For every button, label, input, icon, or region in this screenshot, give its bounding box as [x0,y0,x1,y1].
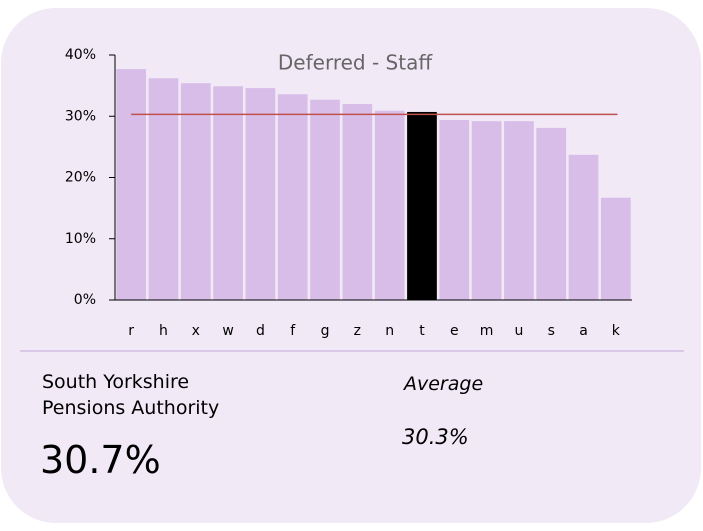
bar [277,94,308,300]
entity-value: 30.7% [40,438,161,482]
x-tick-label: g [321,323,330,339]
bar [568,154,599,300]
x-tick-label: w [222,323,233,339]
x-tick-label: t [419,323,425,339]
x-tick-label: n [385,323,394,339]
x-tick-label: z [354,323,361,339]
bar [180,83,211,300]
x-tick-label: x [192,323,200,339]
y-tick-label: 10% [65,231,96,247]
bar [407,111,437,301]
bar [536,127,567,300]
y-tick-label: 30% [65,108,96,124]
bar [213,86,243,300]
bar [310,99,340,301]
bar [116,69,147,301]
entity-name: South Yorkshire Pensions Authority [42,371,220,419]
bar [471,121,502,301]
x-tick-label: s [548,323,555,339]
bar [504,121,534,301]
y-tick-label: 20% [65,170,96,186]
y-tick-label: 0% [74,292,96,308]
x-tick-label: d [256,323,265,339]
x-tick-label: f [290,323,296,339]
bar [439,119,470,300]
x-tick-label: r [128,323,134,339]
x-tick-label: e [450,323,459,339]
bar [600,197,631,300]
x-tick-label: k [612,323,621,339]
x-tick-label: m [480,323,494,339]
bar [342,104,373,300]
x-tick-label: h [159,323,168,339]
average-value: 30.3% [402,425,469,449]
bar [374,110,405,300]
bar [245,88,276,300]
y-tick-label: 40% [65,47,96,63]
average-label: Average [404,373,484,395]
x-tick-label: u [514,323,523,339]
bar [148,78,179,301]
x-tick-label: a [579,323,588,339]
chart-title: Deferred - Staff [278,51,433,75]
